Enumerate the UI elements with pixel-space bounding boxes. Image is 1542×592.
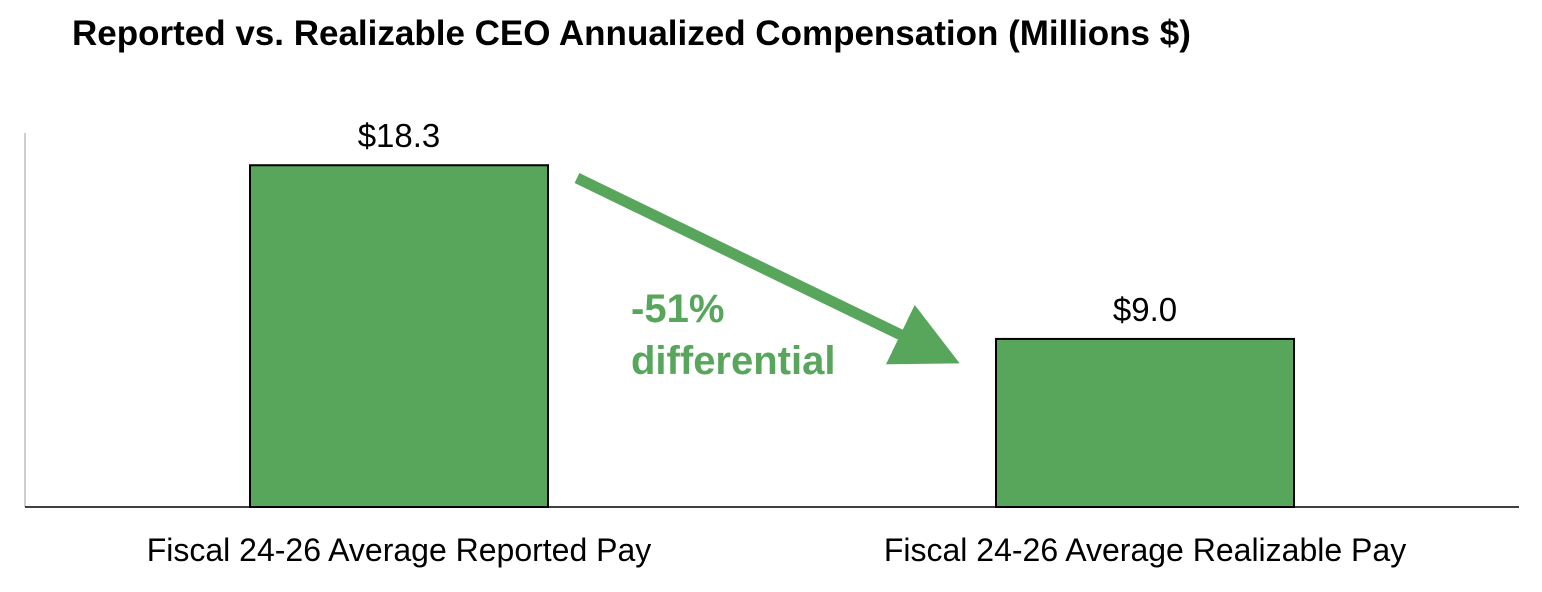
bar-1 [249,164,549,508]
chart-title: Reported vs. Realizable CEO Annualized C… [72,14,1191,53]
category-label-1: Fiscal 24-26 Average Reported Pay [147,532,652,568]
bar-2 [995,337,1295,508]
trend-arrow [574,173,960,365]
annotation-line-2: differential [631,339,835,383]
annotation-line-1: -51% [631,287,724,331]
data-label-2: $9.0 [1113,291,1177,328]
data-label-1: $18.3 [358,117,441,154]
category-label-2: Fiscal 24-26 Average Realizable Pay [884,532,1406,568]
differential-annotation: -51% differential [631,287,835,383]
